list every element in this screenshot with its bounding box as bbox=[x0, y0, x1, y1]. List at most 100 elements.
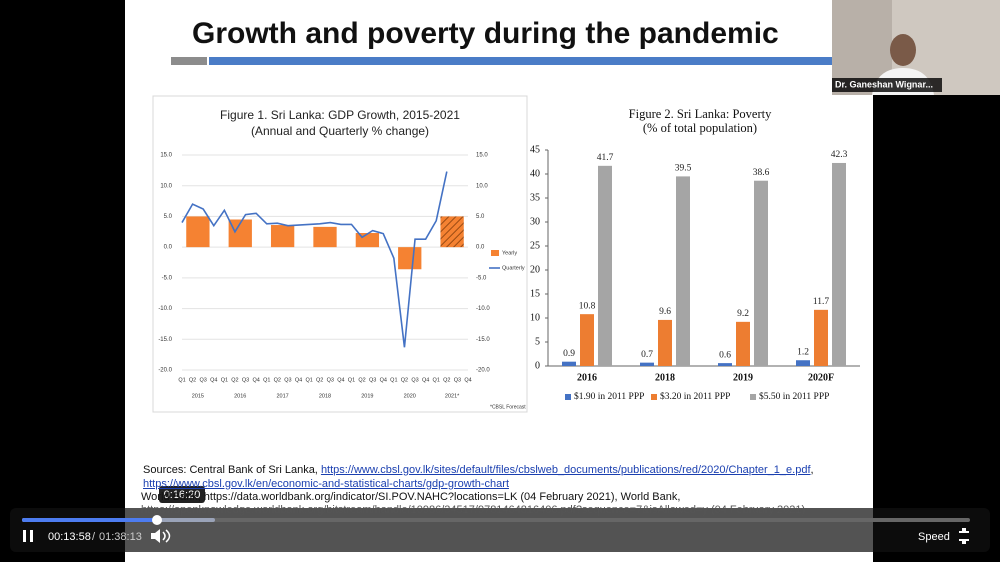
y-tick-label: 30 bbox=[530, 216, 540, 227]
y-tick-label: 15 bbox=[530, 288, 540, 299]
x-group-label: 2015 bbox=[192, 393, 204, 399]
x-group-label: 2020 bbox=[404, 393, 416, 399]
bar bbox=[270, 225, 295, 248]
chart-subtitle: (% of total population) bbox=[643, 121, 757, 135]
bar bbox=[658, 319, 672, 366]
x-tick-label: Q4 bbox=[210, 377, 217, 383]
x-tick-label: Q2 bbox=[316, 377, 323, 383]
y-tick-label: -15.0 bbox=[158, 337, 172, 343]
legend-swatch bbox=[750, 394, 756, 400]
y2-tick-label: 15.0 bbox=[476, 153, 488, 159]
title-bar-gray bbox=[171, 57, 207, 65]
x-group-label: 2016 bbox=[234, 393, 246, 399]
sources-text: , bbox=[810, 464, 814, 476]
bar bbox=[754, 180, 768, 366]
x-group-label: 2021* bbox=[445, 393, 460, 399]
y-tick-label: 5.0 bbox=[164, 214, 173, 220]
x-tick-label: Q1 bbox=[221, 377, 228, 383]
data-label: 0.6 bbox=[719, 350, 731, 360]
data-label: 38.6 bbox=[753, 168, 770, 178]
data-label: 0.9 bbox=[563, 349, 575, 359]
x-tick-label: Q3 bbox=[411, 377, 418, 383]
current-time: 00:13:58 bbox=[48, 531, 91, 543]
x-tick-label: Q3 bbox=[242, 377, 249, 383]
x-tick-label: Q2 bbox=[231, 377, 238, 383]
legend-label: $1.90 in 2011 PPP bbox=[574, 391, 644, 402]
bar bbox=[814, 309, 828, 366]
pause-button[interactable] bbox=[23, 530, 33, 542]
bar bbox=[718, 363, 732, 366]
x-tick-label: Q4 bbox=[464, 377, 471, 383]
y-tick-label: 0.0 bbox=[164, 245, 173, 251]
sources-text: https://openknowledge.worldbank.org/bits… bbox=[141, 504, 806, 516]
x-tick-label: Q3 bbox=[369, 377, 376, 383]
legend-label: Quarterly bbox=[502, 265, 525, 271]
chart-subtitle: (Annual and Quarterly % change) bbox=[251, 124, 429, 138]
x-tick-label: Q1 bbox=[305, 377, 312, 383]
x-tick-label: Q4 bbox=[295, 377, 302, 383]
line bbox=[181, 171, 448, 348]
time-tooltip bbox=[159, 486, 205, 503]
x-tick-label: Q3 bbox=[284, 377, 291, 383]
bar bbox=[832, 162, 846, 366]
progress-handle[interactable] bbox=[152, 515, 162, 525]
tooltip-time: 0:16:20 bbox=[164, 489, 201, 501]
x-tick-label: Q1 bbox=[348, 377, 355, 383]
figure-1-frame bbox=[152, 95, 528, 413]
x-tick-label: Q2 bbox=[401, 377, 408, 383]
x-tick-label: Q2 bbox=[189, 377, 196, 383]
y2-tick-label: 0.0 bbox=[476, 245, 485, 251]
x-tick-label: Q4 bbox=[337, 377, 344, 383]
speed-button[interactable]: Speed bbox=[918, 531, 950, 543]
y2-tick-label: -20.0 bbox=[476, 368, 490, 374]
volume-button[interactable] bbox=[151, 529, 171, 543]
data-label: 0.7 bbox=[641, 350, 653, 360]
x-tick-label: 2019 bbox=[733, 372, 753, 383]
y-tick-label: 25 bbox=[530, 240, 540, 251]
data-label: 1.2 bbox=[797, 347, 809, 357]
legend-swatch bbox=[491, 250, 499, 256]
x-tick-label: Q1 bbox=[390, 377, 397, 383]
x-tick-label: Q2 bbox=[274, 377, 281, 383]
exit-fullscreen[interactable] bbox=[959, 528, 969, 544]
bar bbox=[736, 321, 750, 366]
bar bbox=[313, 226, 337, 248]
y-tick-label: -5.0 bbox=[162, 275, 173, 281]
link[interactable]: https://www.cbsl.gov.lk/en/economic-and-… bbox=[143, 478, 509, 490]
x-group-label: 2019 bbox=[361, 393, 373, 399]
bar bbox=[562, 361, 576, 366]
y-tick-label: 40 bbox=[530, 168, 540, 179]
x-tick-label: Q4 bbox=[380, 377, 387, 383]
y2-tick-label: 10.0 bbox=[476, 183, 488, 189]
data-label: 42.3 bbox=[831, 150, 848, 160]
slide-title: Growth and poverty during the pandemic bbox=[192, 17, 779, 50]
y2-tick-label: -15.0 bbox=[476, 337, 490, 343]
data-label: 9.2 bbox=[737, 309, 749, 319]
legend-label: $5.50 in 2011 PPP bbox=[759, 391, 829, 402]
participant-name: Dr. Ganeshan Wignar... bbox=[835, 79, 933, 89]
bar bbox=[796, 360, 810, 366]
y-tick-label: 10.0 bbox=[160, 183, 172, 189]
bar bbox=[440, 216, 464, 248]
chart-title: Figure 1. Sri Lanka: GDP Growth, 2015-20… bbox=[220, 108, 460, 122]
y2-tick-label: 5.0 bbox=[476, 214, 485, 220]
x-tick-label: 2020F bbox=[808, 372, 834, 383]
link[interactable]: https://www.cbsl.gov.lk/sites/default/fi… bbox=[320, 464, 811, 476]
y-tick-label: -20.0 bbox=[158, 368, 172, 374]
y-tick-label: 45 bbox=[530, 144, 540, 155]
y2-tick-label: -10.0 bbox=[476, 306, 490, 312]
participant-head bbox=[890, 34, 916, 66]
bar bbox=[186, 216, 210, 248]
legend-swatch bbox=[651, 394, 657, 400]
sources-text: World Bank, https://data.worldbank.org/i… bbox=[141, 491, 681, 503]
bar bbox=[676, 176, 690, 366]
progress-track[interactable] bbox=[22, 518, 970, 522]
y-tick-label: -10.0 bbox=[158, 306, 172, 312]
data-label: 11.7 bbox=[813, 297, 830, 307]
sources-text: Sources: Central Bank of Sri Lanka, bbox=[143, 464, 321, 476]
x-tick-label: Q4 bbox=[252, 377, 259, 383]
name-tag bbox=[832, 78, 942, 92]
bar bbox=[228, 219, 252, 248]
